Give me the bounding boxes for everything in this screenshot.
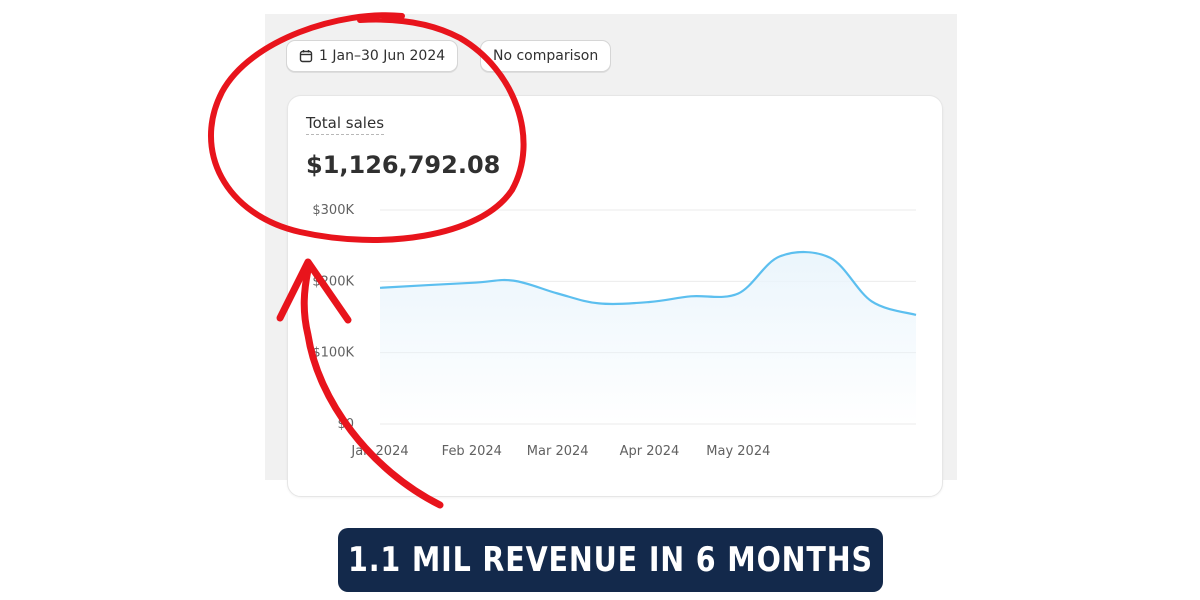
y-tick-label: $0	[337, 417, 354, 432]
sales-line	[379, 250, 917, 316]
y-tick-label: $300K	[312, 203, 354, 218]
x-tick-label: Apr 2024	[620, 444, 680, 459]
x-tick-label: May 2024	[706, 444, 770, 459]
revenue-banner: 1.1 MIL REVENUE IN 6 MONTHS	[338, 528, 883, 592]
y-tick-label: $200K	[312, 274, 354, 289]
y-tick-label: $100K	[312, 346, 354, 361]
sales-area	[380, 252, 916, 424]
x-tick-label: Jan 2024	[350, 444, 408, 459]
x-tick-label: Feb 2024	[442, 444, 502, 459]
x-tick-label: Mar 2024	[527, 444, 589, 459]
banner-text: 1.1 MIL REVENUE IN 6 MONTHS	[348, 540, 873, 580]
